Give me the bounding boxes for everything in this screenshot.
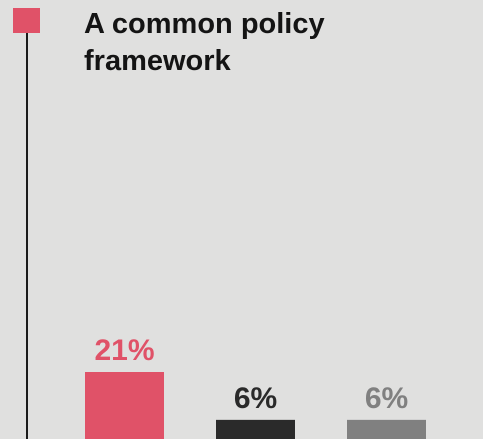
bar-2 bbox=[216, 419, 295, 439]
chart-title: A common policy framework bbox=[84, 8, 325, 77]
bar-1 bbox=[85, 372, 164, 439]
legend-marker bbox=[13, 8, 40, 33]
bar-value-label-2: 6% bbox=[234, 382, 277, 415]
bar-3 bbox=[347, 419, 426, 439]
bar-value-label-3: 6% bbox=[365, 382, 408, 415]
bar-value-label-1: 21% bbox=[94, 334, 154, 367]
axis-line bbox=[26, 33, 28, 439]
